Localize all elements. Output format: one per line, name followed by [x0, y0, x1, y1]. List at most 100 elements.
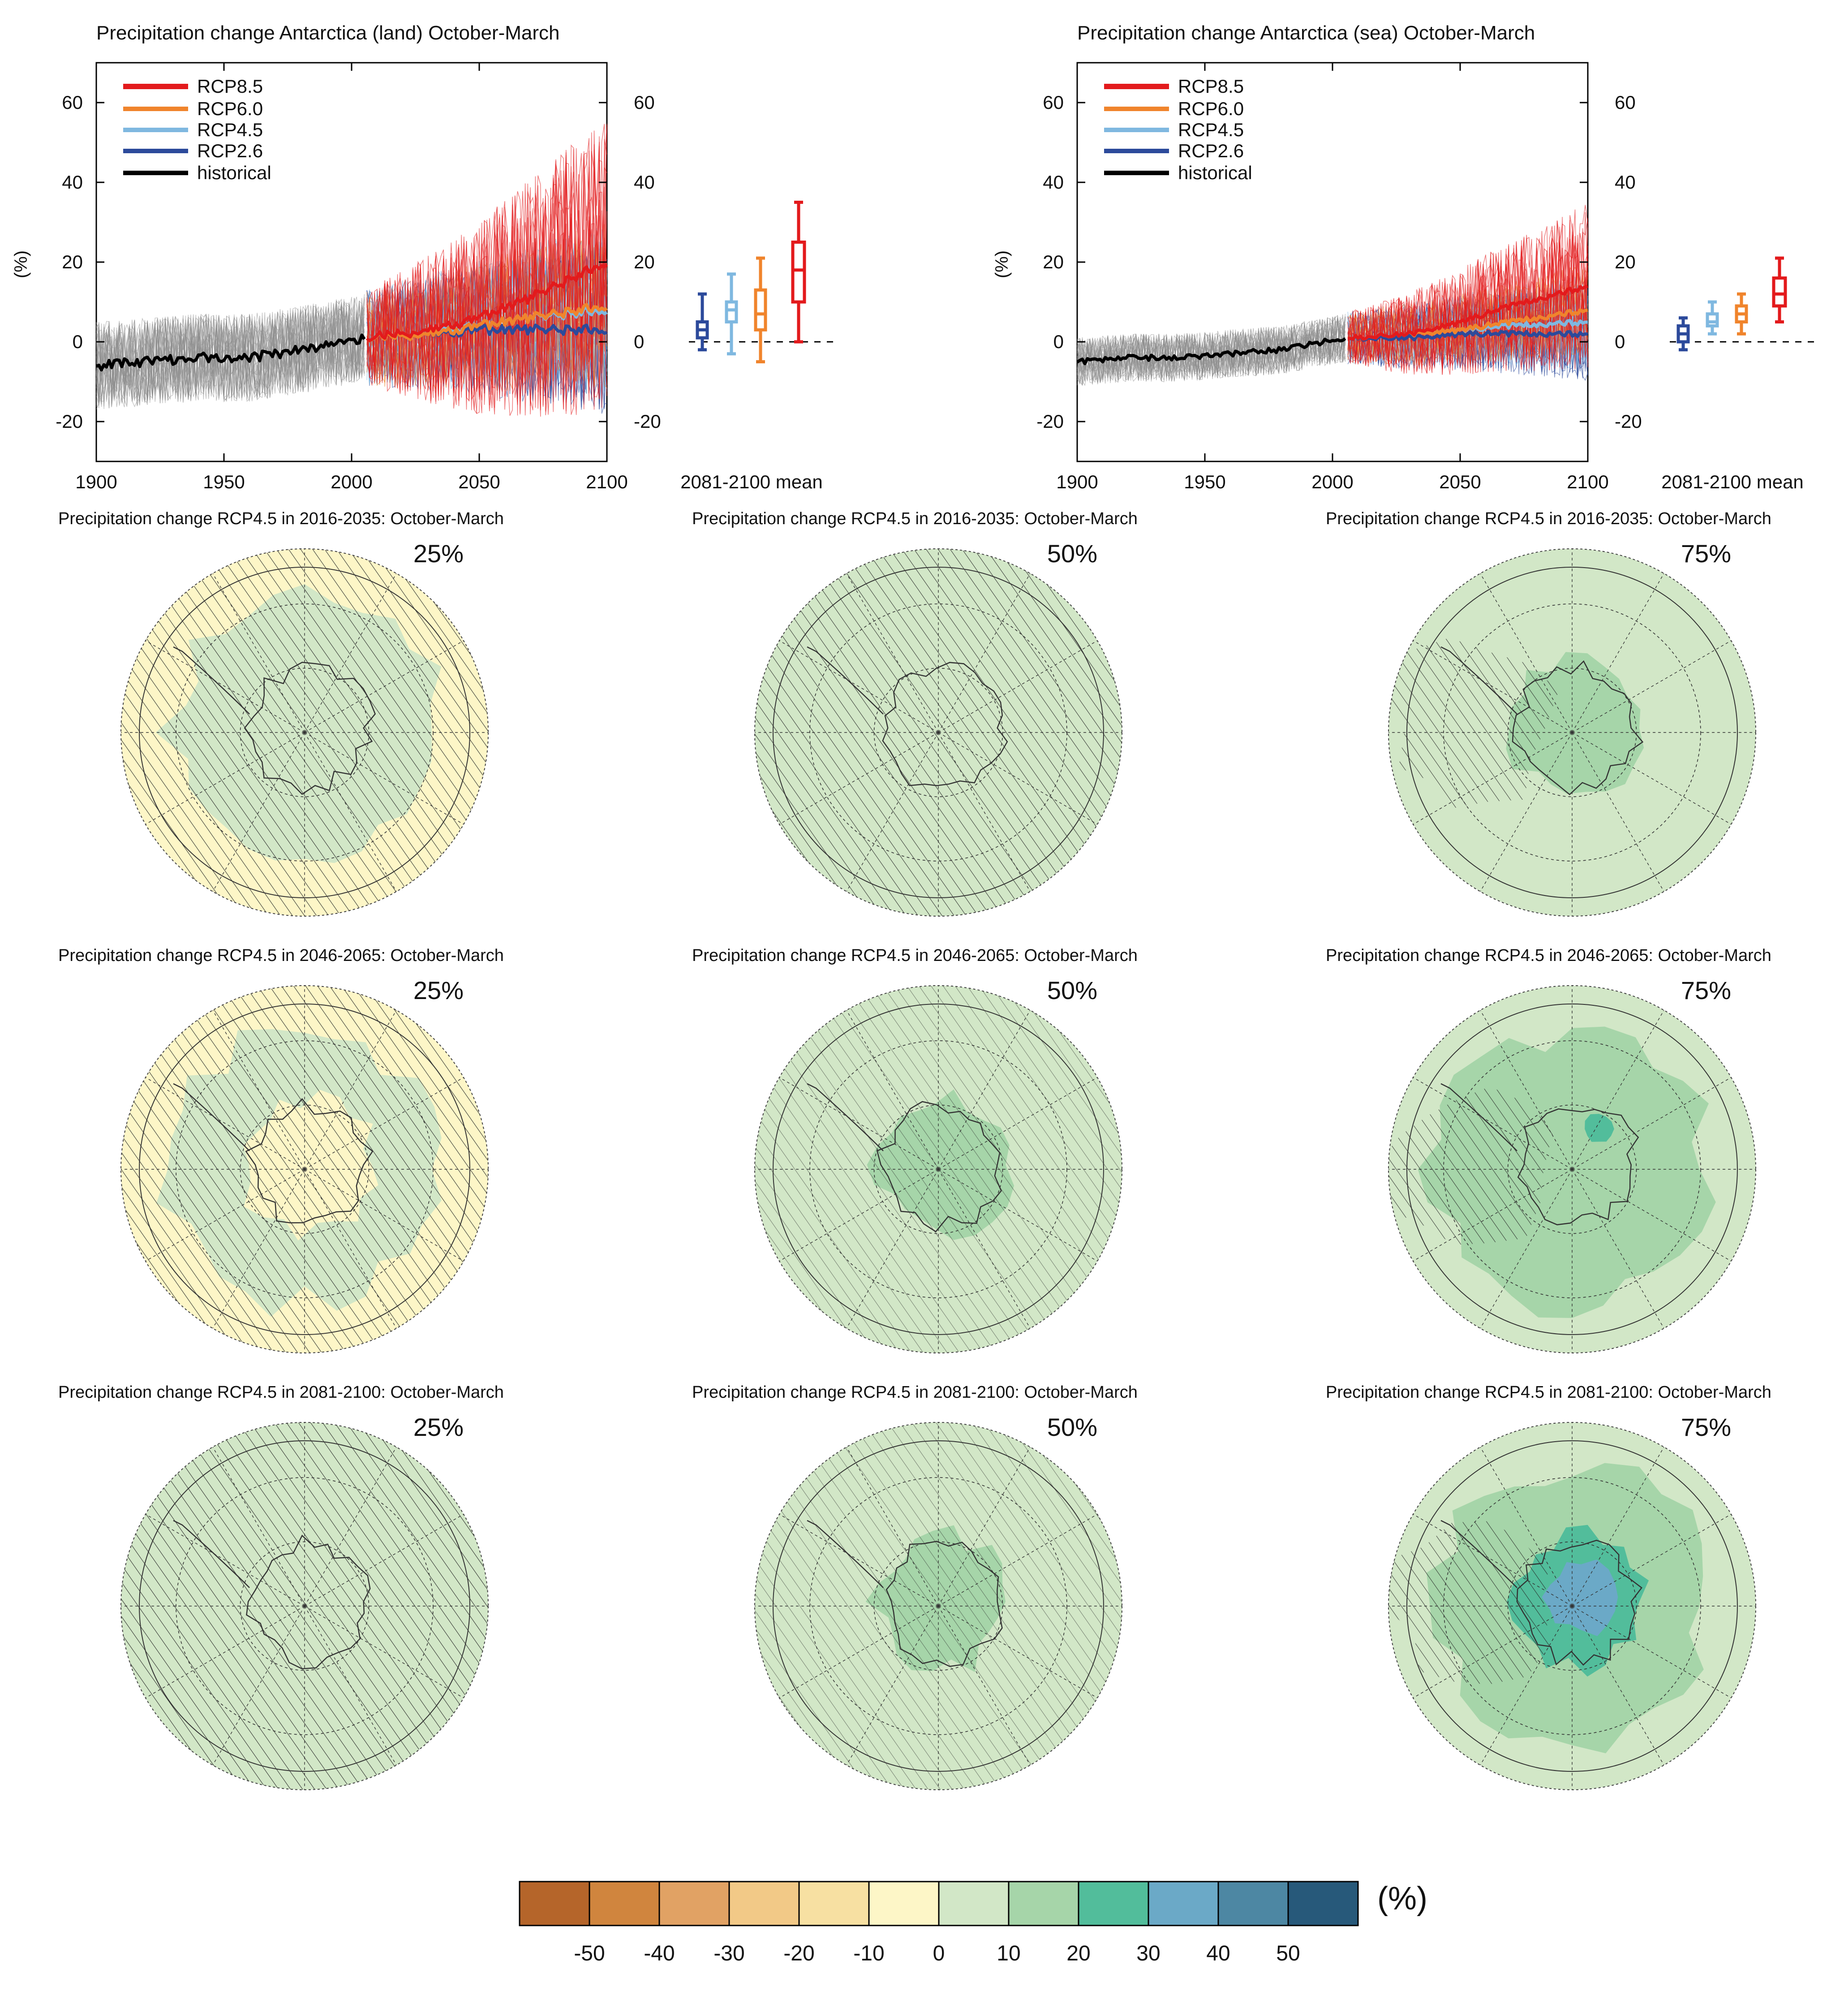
map-meridian: [304, 1077, 464, 1170]
map-latitude-circle: [809, 1477, 1067, 1735]
colorbar-unit: (%): [1377, 1881, 1427, 1917]
antarctic-peninsula-coastline: [807, 646, 884, 715]
map-meridian: [1480, 1010, 1573, 1170]
map-reference-circle: [773, 1004, 1104, 1335]
y-tick-label-left: 60: [1043, 92, 1064, 113]
y-tick-label-left: 20: [62, 251, 83, 272]
timeseries-sea-legend: RCP8.5 RCP6.0 RCP4.5 RCP2.6 historical: [1104, 76, 1252, 183]
map-meridian: [145, 1514, 305, 1607]
map-reference-circle: [139, 1440, 470, 1772]
map-latitude-circle: [873, 668, 1003, 797]
map-meridian: [1572, 1606, 1732, 1698]
antarctica-coastline: [1517, 1108, 1639, 1226]
timeseries-sea-boxplots: [1670, 256, 1818, 352]
map-title: Precipitation change RCP4.5 in 2081-2100…: [692, 1383, 1138, 1402]
historical-member-line: [96, 300, 365, 405]
antarctic-peninsula-coastline: [807, 1520, 884, 1588]
map-outline: [120, 1422, 489, 1790]
colorbar-swatch: [1148, 1881, 1219, 1926]
x-tick-label: 2050: [1439, 471, 1481, 492]
box-body: [1706, 312, 1719, 327]
x-tick-label: 1900: [1056, 471, 1098, 492]
colorbar-tick-label: 30: [1136, 1942, 1160, 1965]
map-meridian: [304, 732, 397, 892]
map-meridian: [1572, 1077, 1732, 1170]
map-title: Precipitation change RCP4.5 in 2046-2065…: [692, 946, 1138, 965]
y-tick-label-right: 0: [634, 331, 644, 352]
mean-line-rcp85: [1347, 284, 1588, 341]
map-reference-circle: [773, 567, 1104, 898]
antarctica-coastline: [876, 1101, 1002, 1232]
map-title: Precipitation change RCP4.5 in 2016-2035…: [58, 509, 504, 528]
map-fill-layers: [755, 986, 1122, 1353]
map-fill-layers: [121, 1422, 488, 1790]
legend-label-rcp85: RCP8.5: [1178, 76, 1244, 97]
y-tick-label-right: 20: [634, 251, 655, 272]
antarctic-peninsula-coastline: [173, 1520, 250, 1588]
x-tick-label: 1900: [75, 471, 117, 492]
polar-map-4: Precipitation change RCP4.5 in 2046-2065…: [58, 946, 504, 1353]
map-fill-layers: [121, 986, 488, 1353]
map-meridian: [145, 732, 305, 825]
polar-map-3: Precipitation change RCP4.5 in 2016-2035…: [1326, 509, 1771, 917]
map-meridian: [212, 732, 305, 892]
historical-member-line: [1077, 323, 1346, 382]
map-percentile-label: 75%: [1681, 1413, 1731, 1441]
map-fill-layers: [121, 549, 488, 916]
map-latitude-circle: [240, 1104, 370, 1234]
map-fill-layers: [755, 1422, 1122, 1790]
antarctic-peninsula-coastline: [173, 646, 250, 715]
colorbar-swatch: [1078, 1881, 1149, 1926]
map-meridian: [304, 640, 464, 733]
map-outline: [120, 548, 489, 917]
map-latitude-circle: [873, 1104, 1003, 1234]
historical-member-line: [96, 297, 365, 409]
mean-line-historical: [95, 333, 366, 372]
map-meridian: [304, 1447, 397, 1607]
map-latitude-circle: [176, 603, 434, 862]
map-meridian: [938, 1077, 1098, 1170]
antarctica-coastline: [244, 662, 376, 795]
map-percentile-label: 50%: [1047, 539, 1097, 568]
polar-map-7: Precipitation change RCP4.5 in 2081-2100…: [58, 1383, 504, 1790]
timeseries-sea-series: [1076, 284, 1588, 366]
map-meridian: [779, 1077, 939, 1170]
y-tick-label-left: 0: [1053, 331, 1064, 352]
map-latitude-circle: [176, 1477, 434, 1735]
x-tick-label: 2000: [331, 471, 372, 492]
colorbar-swatch: [589, 1881, 660, 1926]
y-tick-label-right: 60: [1615, 92, 1636, 113]
map-meridian: [1413, 1077, 1573, 1170]
legend-label-rcp85: RCP8.5: [197, 76, 263, 97]
map-outline: [120, 985, 489, 1353]
map-percentile-label: 75%: [1681, 976, 1731, 1004]
colorbar-tick-label: 50: [1276, 1942, 1300, 1965]
map-outline: [754, 1422, 1122, 1790]
map-meridian: [304, 1514, 464, 1607]
map-fill-layers: [755, 549, 1122, 916]
map-reference-circle: [139, 567, 470, 898]
y-tick-label-right: -20: [634, 411, 661, 432]
y-tick-label-right: -20: [1615, 411, 1642, 432]
map-meridian: [1413, 1514, 1573, 1607]
y-tick-label-right: 40: [634, 172, 655, 193]
map-meridian: [1572, 732, 1732, 825]
map-hatching: [1388, 1086, 1554, 1245]
map-meridian: [779, 1606, 939, 1698]
map-meridian: [1572, 1606, 1664, 1766]
map-meridian: [846, 732, 939, 892]
map-high-change-field: [1542, 1559, 1618, 1637]
timeseries-sea: Precipitation change Antarctica (sea) Oc…: [992, 22, 1818, 492]
scenario-member-line: [366, 152, 607, 407]
map-latitude-circle: [1507, 1541, 1637, 1671]
map-latitude-circle: [809, 603, 1067, 862]
y-tick-label-left: 60: [62, 92, 83, 113]
y-tick-label-left: -20: [56, 411, 83, 432]
map-fill-layers: [1388, 549, 1756, 916]
antarctic-peninsula-coastline: [1440, 1083, 1517, 1151]
map-latitude-circle: [1507, 1104, 1637, 1234]
timeseries-sea-ylabel: (%): [992, 250, 1012, 278]
polar-map-2: Precipitation change RCP4.5 in 2016-2035…: [692, 509, 1138, 917]
polar-map-6: Precipitation change RCP4.5 in 2046-2065…: [1326, 946, 1771, 1353]
